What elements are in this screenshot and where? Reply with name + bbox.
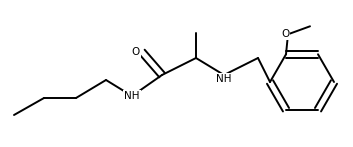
Text: O: O xyxy=(281,29,289,39)
Text: NH: NH xyxy=(216,74,232,84)
Text: O: O xyxy=(132,47,140,57)
Text: NH: NH xyxy=(124,91,140,101)
